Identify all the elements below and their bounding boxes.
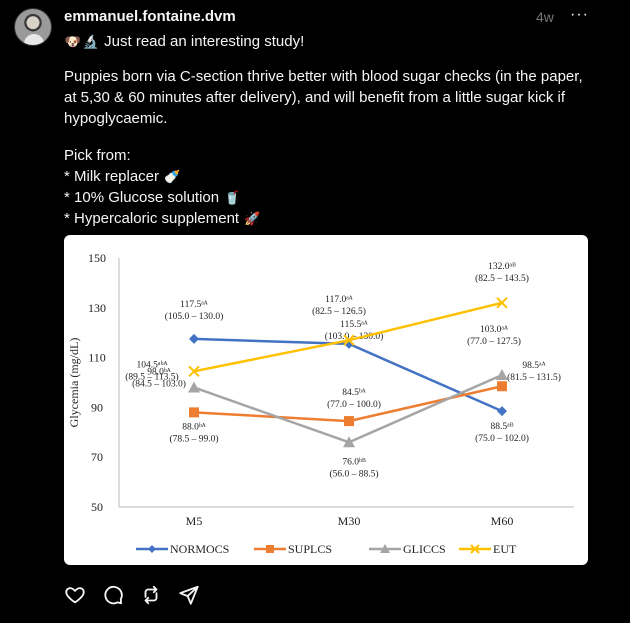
data-label-range: (78.5 – 99.0) <box>169 433 218 444</box>
data-label-range: (77.0 – 100.0) <box>327 399 381 410</box>
legend-marker <box>380 544 390 553</box>
x-tick-label: M5 <box>186 514 203 528</box>
pick-option: * 10% Glucose solution 🥤 <box>64 187 594 208</box>
share-icon <box>179 585 199 605</box>
pick-option-text: * Milk replacer <box>64 168 160 185</box>
pick-option: * Hypercaloric supplement 🚀 <box>64 208 594 229</box>
x-tick-label: M60 <box>491 514 514 528</box>
repost-button[interactable] <box>140 584 162 606</box>
data-label: 104.5ᵃᵇᴬ <box>137 360 169 370</box>
data-label: 103.0ᵃᴬ <box>480 325 509 335</box>
data-label-range: (105.0 – 130.0) <box>165 311 224 322</box>
legend-marker <box>148 545 156 553</box>
data-label: 98.0ᵇᴬ <box>147 367 172 377</box>
data-point-suplcs <box>189 407 199 418</box>
legend-label-suplcs: SUPLCS <box>288 542 332 556</box>
data-label: 76.0ᵇᴮ <box>342 457 366 467</box>
data-label-range: (56.0 – 88.5) <box>329 468 378 479</box>
data-label: 88.5ᵃᴮ <box>491 422 514 432</box>
legend-label-normocs: NORMOCS <box>170 542 229 556</box>
comment-icon <box>104 585 123 605</box>
post-time: 4w <box>536 9 554 25</box>
data-point-suplcs <box>497 381 507 392</box>
data-label: 117.5ᵃᴬ <box>180 300 209 310</box>
y-tick-label: 150 <box>88 251 106 265</box>
legend-label-eut: EUT <box>493 542 517 556</box>
data-label: 115.5ᵃᴬ <box>340 320 369 330</box>
data-label: 84.5ᵇᴬ <box>342 388 367 398</box>
like-button[interactable] <box>64 584 86 606</box>
data-label-range: (77.0 – 127.5) <box>467 336 521 347</box>
y-tick-label: 90 <box>91 400 103 414</box>
post-lead-text: Just read an interesting study! <box>104 33 305 50</box>
pick-option: * Milk replacer 🍼 <box>64 166 594 187</box>
y-tick-label: 70 <box>91 450 103 464</box>
glycemia-chart-image[interactable]: 50 70 90 110 130 150 Glycemia (mg/dL) M5 M30 M60 1… <box>64 235 588 565</box>
data-label-range: (81.5 – 131.5) <box>507 372 561 383</box>
data-point-gliccs <box>188 381 200 393</box>
baby-bottle-icon: 🍼 <box>164 169 181 184</box>
post-body: Puppies born via C-section thrive better… <box>64 68 583 127</box>
action-bar <box>64 584 200 606</box>
data-point-eut-b <box>496 297 508 309</box>
heart-icon <box>65 587 85 604</box>
post-username[interactable]: emmanuel.fontaine.dvm <box>64 8 236 25</box>
data-label-range: (75.0 – 102.0) <box>475 433 529 444</box>
y-axis-label: Glycemia (mg/dL) <box>67 338 81 428</box>
pick-option-text: * 10% Glucose solution <box>64 189 220 206</box>
data-label: 88.0ᵇᴬ <box>182 422 207 432</box>
glycemia-chart: 50 70 90 110 130 150 Glycemia (mg/dL) M5 M30 M60 1… <box>67 251 574 556</box>
dog-icon: 🐶 <box>64 34 82 49</box>
legend-marker <box>266 545 274 553</box>
rocket-icon: 🚀 <box>244 211 261 226</box>
microscope-icon: 🔬 <box>82 34 100 49</box>
data-label-range: (89.5 – 113.5) <box>125 371 178 382</box>
y-tick-label: 130 <box>88 301 106 315</box>
cup-icon: 🥤 <box>224 190 241 205</box>
y-tick-label: 50 <box>91 500 103 514</box>
legend-label-gliccs: GLICCS <box>403 542 446 556</box>
data-point-eut-b <box>188 365 200 378</box>
y-tick-label: 110 <box>88 351 106 365</box>
avatar[interactable] <box>14 8 52 46</box>
data-point-gliccs <box>343 436 355 448</box>
data-label: 132.0ᵃᴮ <box>488 262 516 272</box>
pick-title: Pick from: <box>64 147 131 164</box>
post-lead: 🐶 🔬 Just read an interesting study! <box>64 31 594 52</box>
data-point-gliccs <box>496 369 508 381</box>
x-tick-label: M30 <box>338 514 361 528</box>
data-label: 117.0ᵃᴬ <box>325 295 354 305</box>
data-point-suplcs <box>344 416 354 427</box>
pick-option-text: * Hypercaloric supplement <box>64 210 240 227</box>
share-button[interactable] <box>178 584 200 606</box>
data-label-range: (82.5 – 126.5) <box>312 306 366 317</box>
data-label-range: (84.5 – 103.0) <box>132 378 186 389</box>
more-options-icon[interactable]: ··· <box>570 6 589 23</box>
repost-icon <box>144 585 158 605</box>
data-point-normocs <box>497 406 507 417</box>
legend-marker-b <box>470 544 480 554</box>
data-point-normocs <box>189 333 199 344</box>
pick-list: Pick from: * Milk replacer 🍼 * 10% Gluco… <box>64 145 594 229</box>
comment-button[interactable] <box>102 584 124 606</box>
data-point-eut-b <box>343 334 355 346</box>
data-label: 98.5ᵃᴬ <box>522 361 546 371</box>
data-label-range: (82.5 – 143.5) <box>475 273 529 284</box>
